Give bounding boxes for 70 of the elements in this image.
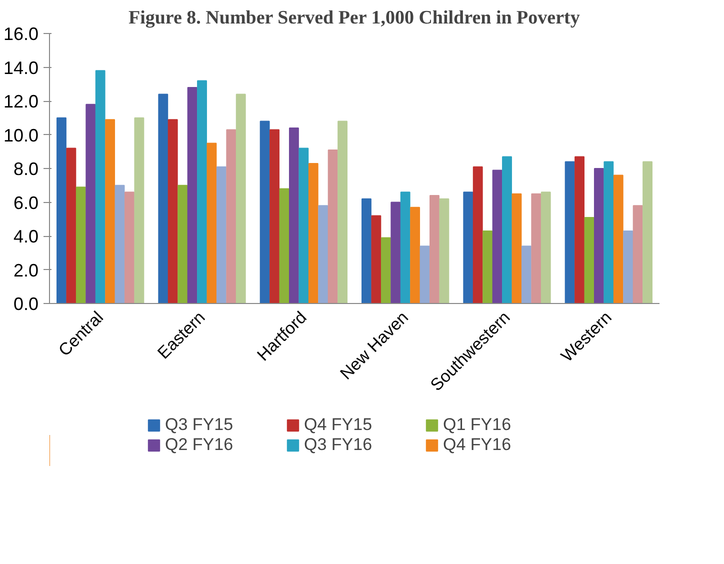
bar [502,156,512,304]
bar [482,230,493,304]
bar [308,162,318,304]
bar [178,184,188,304]
bar [124,192,134,304]
bar [362,198,372,304]
bar [279,188,290,304]
y-tick-label: 2.0 [13,260,39,280]
bar [56,117,66,304]
bar [187,87,198,304]
y-tick-label: 10.0 [3,125,39,146]
bar [512,193,522,304]
bar [472,166,483,304]
bar [114,184,125,304]
bar [613,174,624,304]
bar [288,128,299,304]
bar [521,246,532,304]
bar [318,205,328,304]
bar [86,104,96,304]
bar [463,192,474,304]
bar [216,166,226,304]
legend-label: Q2 FY16 [165,435,234,455]
bar [105,119,116,304]
bar [410,206,420,304]
bar [390,202,401,304]
y-tick-label: 0.0 [13,294,39,314]
bar [531,193,542,304]
chart-title: Figure 8. Number Served Per 1,000 Children in Poverty [128,8,580,28]
bar [197,80,207,304]
y-tick-label: 14.0 [3,58,39,78]
y-tick-label: 12.0 [3,92,39,112]
legend-label: Q4 FY16 [443,435,512,455]
bar [328,149,338,304]
bar [642,161,652,304]
bar [206,142,217,304]
bar [338,120,348,304]
bar [76,186,86,304]
bar [134,117,144,304]
bar [380,237,391,304]
bar [420,246,430,304]
y-tick-label: 8.0 [13,159,39,179]
bar [226,129,236,304]
bar [298,148,309,304]
bar [95,70,106,304]
legend-label: Q3 FY16 [304,435,374,455]
bar [540,192,551,304]
bar [604,161,614,304]
bar [574,156,584,304]
bar [584,216,594,304]
bar [632,205,643,304]
legend-label: Q1 FY16 [443,415,512,435]
y-tick-label: 6.0 [13,192,39,213]
legend-label: Q4 FY15 [304,415,374,435]
bar [371,215,382,304]
bar [168,119,178,304]
bar [66,148,76,304]
bar [270,129,280,304]
bar [400,192,410,304]
bar [260,120,270,304]
bar [236,94,246,304]
bar [439,198,450,304]
bar [430,195,440,304]
y-tick-label: 16.0 [3,24,39,44]
bar [158,94,168,304]
bar [623,230,634,304]
legend-label: Q3 FY15 [165,415,234,435]
bar [564,161,575,304]
bar [594,168,604,304]
bar [492,170,502,304]
y-tick-label: 4.0 [13,226,39,246]
